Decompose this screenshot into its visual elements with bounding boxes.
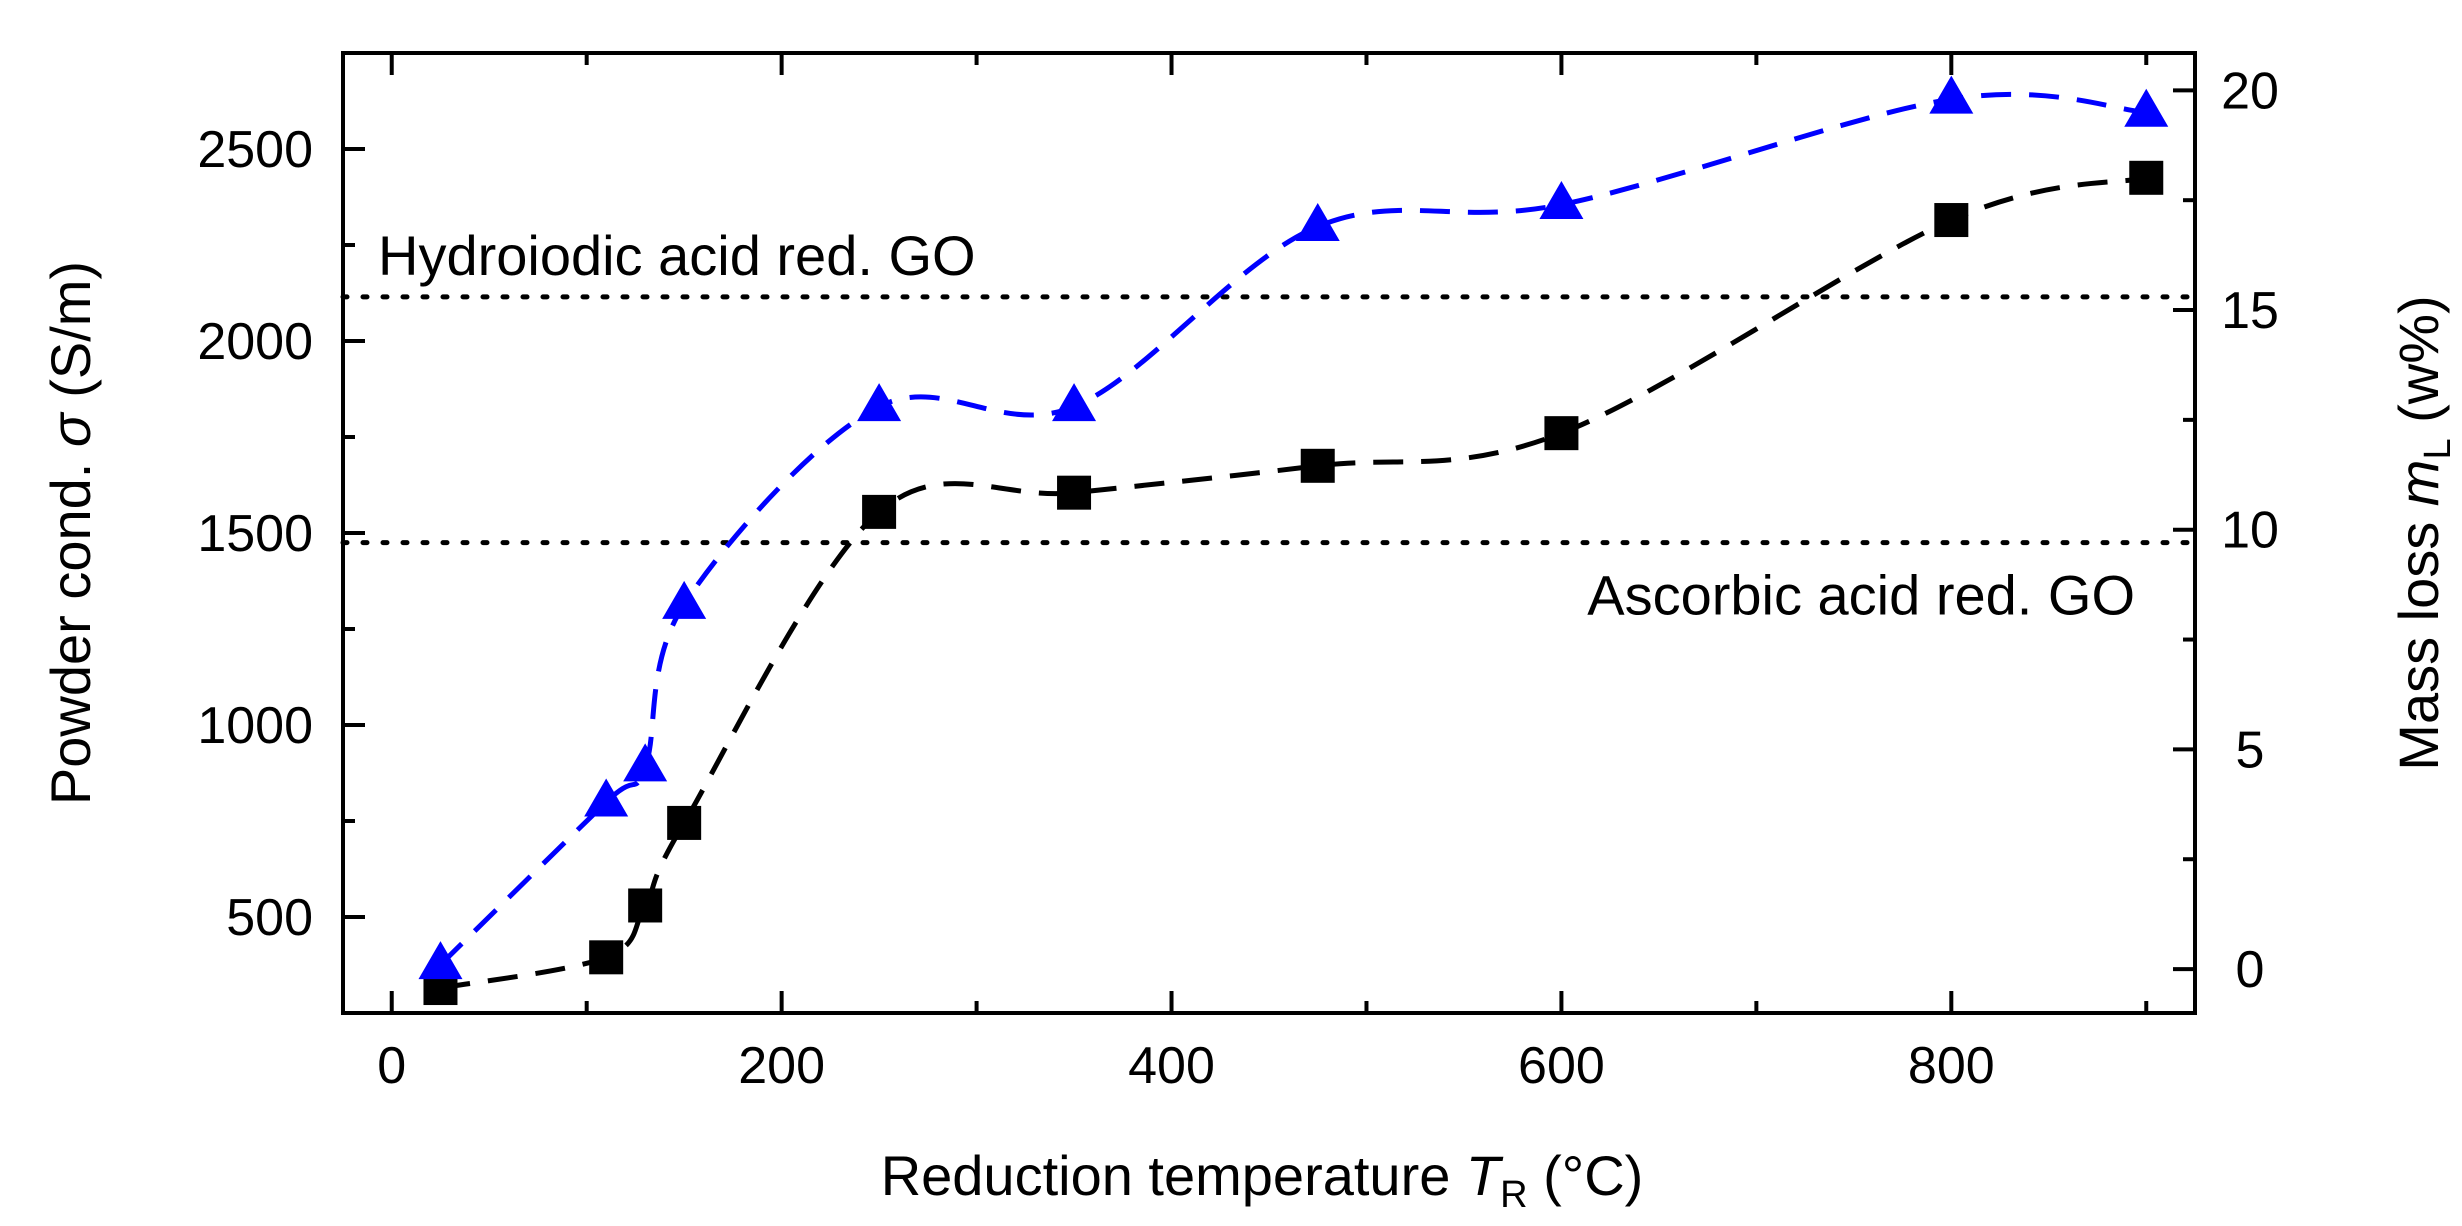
x-axis-title: Reduction temperature TR (°C) [881,1144,1644,1216]
y-tick-label: 1000 [197,697,313,755]
series-layer [418,75,2169,1006]
y2-tick-label: 20 [2221,62,2279,120]
y-tick-label: 500 [226,889,313,947]
conductivity-point [1057,475,1092,510]
y-tick-label: 2000 [197,313,313,371]
y2-axis-title-symbol: m [2387,460,2450,507]
reference-lines [340,294,2198,546]
y2-tick-label: 0 [2236,941,2265,999]
y-axis-title-unit: (S/m) [39,261,102,413]
mass-loss-point [1052,383,1097,422]
x-tick-label: 200 [738,1037,825,1095]
y2-axis-title-subscript: L [2417,438,2459,459]
mass-loss-point [662,580,707,619]
x-axis-title-main: Reduction temperature [881,1144,1466,1207]
conductivity-point [1300,448,1335,483]
y2-axis-title: Mass loss mL (w%) [2387,295,2459,770]
conductivity-point [1934,203,1969,238]
x-axis-title-subscript: R [1500,1174,1527,1216]
y2-axis-title-unit: (w%) [2387,295,2450,438]
conductivity-point [2129,160,2164,195]
conductivity-point [862,494,897,529]
mass-loss-point [418,941,463,980]
x-tick-label: 0 [377,1037,406,1095]
mass-loss-point [2124,88,2169,127]
conductivity-point [589,940,624,975]
reference-labels: Hydroiodic acid red. GO Ascorbic acid red… [378,224,2135,627]
y-axis-title-main: Powder cond. [39,447,102,805]
reference-line-label: Ascorbic acid red. GO [1587,564,2135,627]
mass-loss-point [584,778,629,817]
x-tick-label: 400 [1128,1037,1215,1095]
y-axis-title: Powder cond. σ (S/m) [39,261,102,805]
mass-loss-point [623,743,668,782]
conductivity-point [628,888,663,923]
y2-tick-label: 5 [2236,721,2265,779]
mass-loss-point [857,383,902,422]
x-axis-title-symbol: T [1466,1144,1504,1207]
conductivity-point [1544,416,1579,451]
mass-loss-series-line [438,91,2147,967]
y2-tick-label: 15 [2221,282,2279,340]
conductivity-point [667,805,702,840]
reference-line-label: Hydroiodic acid red. GO [378,224,976,287]
y2-tick-label: 10 [2221,502,2279,560]
y2-axis-title-main: Mass loss [2387,506,2450,771]
x-tick-label: 800 [1908,1037,1995,1095]
y-tick-label: 1500 [197,505,313,563]
mass-loss-point [1539,181,1584,220]
y-tick-label: 2500 [197,121,313,179]
mass-loss-point [1295,202,1340,241]
mass-loss-point [1929,75,1974,114]
x-tick-label: 600 [1518,1037,1605,1095]
y-axis-title-symbol: σ [39,411,102,447]
plot-frame [341,51,2197,1015]
ticks-layer: 0 200 400 600 800 500 1000 1500 2000 2500 0 5 10 15 20 [197,51,2279,1095]
x-axis-title-unit: (°C) [1528,1144,1644,1207]
